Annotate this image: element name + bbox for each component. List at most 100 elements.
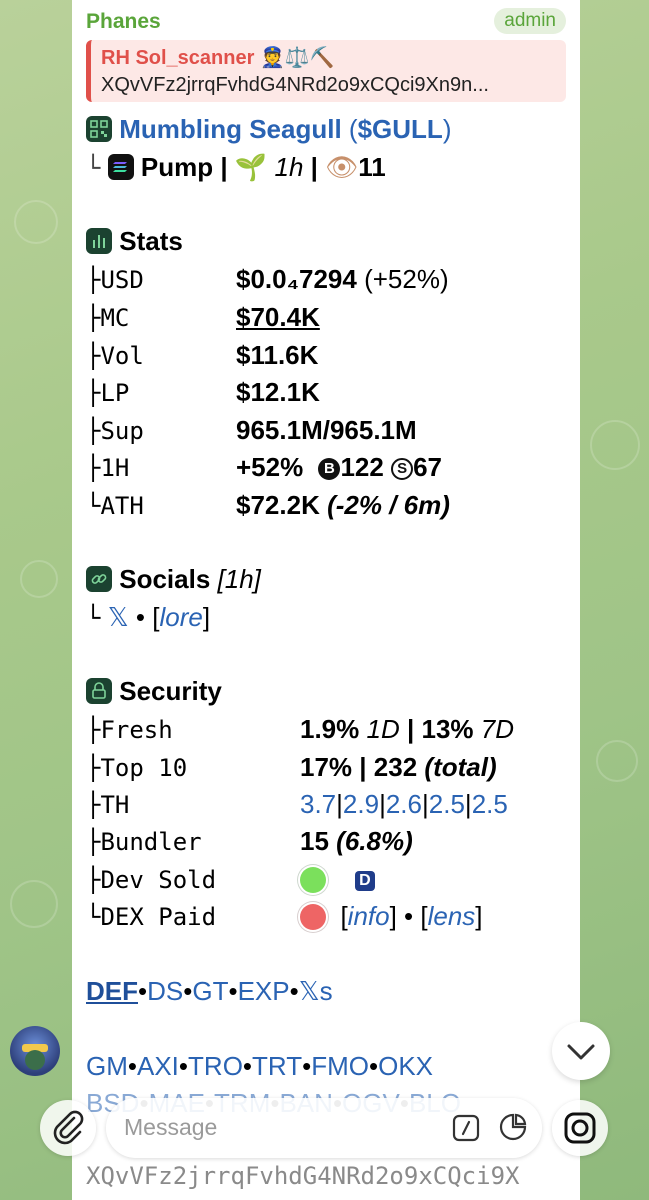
top10-total-label: (total) — [424, 752, 497, 782]
security-row-dev-sold: ├Dev Sold D — [86, 864, 566, 895]
fresh-1d-unit: 1D — [366, 714, 400, 744]
command-slash-icon[interactable] — [452, 1114, 480, 1142]
stat-row-vol: ├Vol $11.6K — [86, 340, 566, 371]
ds-link[interactable]: DS — [147, 976, 184, 1006]
usd-label: USD — [100, 266, 144, 294]
tree-branch: ├ — [86, 304, 101, 332]
message-input[interactable]: Message — [106, 1098, 542, 1158]
reply-preview[interactable]: RH Sol_scanner 👮⚖️⛏️ XQvVFz2jrrqFvhdG4NR… — [86, 40, 566, 102]
top10-values: 17% | 232 (total) — [300, 752, 497, 782]
fmo-link[interactable]: FMO — [311, 1051, 369, 1081]
stat-row-sup: ├Sup 965.1M/965.1M — [86, 415, 566, 446]
stat-row-lp: ├LP $12.1K — [86, 377, 566, 408]
gm-link[interactable]: GM — [86, 1051, 128, 1081]
bundler-pct: (6.8%) — [336, 826, 413, 856]
dev-badge-icon[interactable]: D — [354, 871, 375, 891]
bracket-open: [ — [152, 602, 160, 632]
h1-buys: 122 — [340, 452, 384, 482]
vol-value: $11.6K — [236, 340, 319, 370]
background-doodle — [14, 200, 58, 244]
lens-link[interactable]: lens — [427, 901, 476, 931]
lore-link[interactable]: lore — [159, 602, 203, 632]
tree-branch: ├ — [86, 454, 101, 482]
gt-link[interactable]: GT — [192, 976, 229, 1006]
security-row-th: ├TH 3.7|2.9|2.6|2.5|2.5 — [86, 789, 566, 820]
sticker-icon[interactable] — [498, 1112, 528, 1142]
tree-branch: ├ — [86, 716, 101, 744]
mc-label: MC — [100, 304, 130, 332]
h1-label: 1H — [100, 454, 130, 482]
h1-values: +52% B 122 S 67 — [236, 452, 442, 483]
camera-button[interactable] — [552, 1100, 608, 1156]
h1-change: +52% — [236, 452, 304, 482]
scroll-down-button[interactable] — [552, 1022, 610, 1080]
tro-link[interactable]: TRO — [188, 1051, 243, 1081]
fresh-7d: 13% — [421, 714, 474, 744]
footer-address[interactable]: XQvVFz2jrrqFvhdG4NRd2o9xCQci9X — [86, 1162, 520, 1190]
def-link[interactable]: DEF — [86, 976, 138, 1006]
platform-name: Pump — [140, 152, 214, 182]
info-link[interactable]: info — [347, 901, 390, 931]
token-ticker-close: ) — [442, 114, 452, 144]
fresh-values: 1.9% 1D | 13% 7D — [300, 714, 515, 744]
sup-label: Sup — [100, 417, 144, 445]
exp-link[interactable]: EXP — [237, 976, 290, 1006]
bundler-count: 15 — [300, 826, 329, 856]
paperclip-icon — [53, 1110, 84, 1145]
dev-sold-label: Dev Sold — [100, 866, 217, 894]
view-count: 11 — [358, 152, 386, 182]
separator: | — [310, 152, 318, 182]
qr-code-icon — [86, 116, 112, 142]
okx-link[interactable]: OKX — [378, 1051, 434, 1081]
stat-row-mc: ├MC $70.4K — [86, 302, 566, 333]
socials-links-line: └ 𝕏 • [lore] — [86, 602, 210, 633]
admin-badge: admin — [494, 8, 566, 34]
token-ticker-open: ( — [348, 114, 358, 144]
bullet-separator: • — [135, 602, 145, 632]
tree-branch: ├ — [86, 266, 101, 294]
mc-value[interactable]: $70.4K — [236, 302, 320, 332]
buy-coin-icon: B — [318, 458, 341, 480]
ath-value: $72.2K — [236, 490, 320, 520]
h1-sells: 67 — [413, 452, 443, 482]
tree-branch: ├ — [86, 342, 101, 370]
sender-name[interactable]: Phanes — [86, 10, 161, 33]
socials-heading: Socials — [119, 564, 211, 594]
security-row-fresh: ├Fresh 1.9% 1D | 13% 7D — [86, 714, 566, 745]
sup-value: 965.1M/965.1M — [236, 415, 417, 445]
th-value-link[interactable]: 3.7 — [300, 789, 337, 819]
th-value-link[interactable]: 2.9 — [342, 789, 380, 819]
tree-branch: └ — [86, 154, 101, 182]
th-value-link[interactable]: 2.6 — [385, 789, 422, 819]
vol-label: Vol — [100, 342, 144, 370]
tree-branch: ├ — [86, 754, 101, 782]
token-title-line: Mumbling Seagull ($GULL) — [86, 114, 452, 145]
dex-paid-label: DEX Paid — [100, 903, 217, 931]
xs-link[interactable]: 𝕏s — [298, 976, 333, 1006]
security-heading-line: Security — [86, 676, 222, 707]
seedling-icon: 🌱 — [234, 152, 268, 182]
dex-paid-values: [info] • [lens] — [300, 901, 483, 932]
trt-link[interactable]: TRT — [252, 1051, 303, 1081]
token-age: 1h — [274, 152, 304, 182]
tree-branch: ├ — [86, 379, 101, 407]
link-icon — [86, 566, 112, 592]
attach-button[interactable] — [40, 1100, 96, 1156]
sender-avatar[interactable] — [10, 1026, 60, 1076]
axi-link[interactable]: AXI — [137, 1051, 179, 1081]
token-ticker-link[interactable]: $GULL — [357, 114, 443, 144]
th-value-link[interactable]: 2.5 — [471, 789, 508, 819]
security-row-dex-paid: └DEX Paid [info] • [lens] — [86, 901, 566, 932]
stat-row-1h: ├1H +52% B 122 S 67 — [86, 452, 566, 483]
bundler-label: Bundler — [100, 828, 202, 856]
tree-branch: └ — [86, 492, 101, 520]
stat-row-ath: └ATH $72.2K (-2% / 6m) — [86, 490, 566, 521]
background-doodle — [590, 420, 640, 470]
fresh-7d-unit: 7D — [480, 714, 515, 744]
x-social-link[interactable]: 𝕏 — [107, 602, 129, 632]
th-value-link[interactable]: 2.5 — [428, 789, 465, 819]
quick-links-row-1: DEF•DS•GT•EXP•𝕏s — [86, 976, 333, 1006]
background-doodle — [20, 560, 58, 598]
token-name-link[interactable]: Mumbling Seagull — [119, 114, 342, 144]
bracket-close: ] — [202, 602, 211, 632]
